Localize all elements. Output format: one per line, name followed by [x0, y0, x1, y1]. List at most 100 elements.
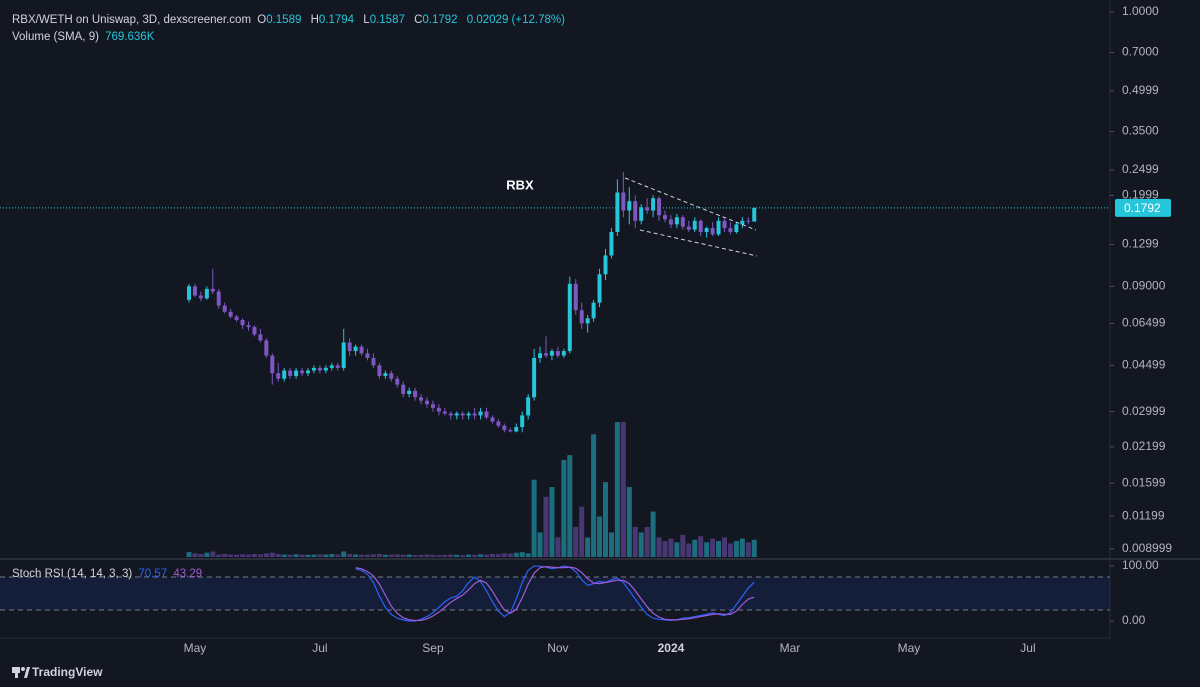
candle-body — [704, 228, 709, 232]
candle-body — [567, 283, 572, 352]
volume-bar — [632, 526, 638, 557]
volume-bar — [269, 552, 275, 557]
candle-body — [436, 407, 441, 412]
symbol-legend: RBX/WETH on Uniswap, 3D, dexscreener.com… — [12, 14, 571, 26]
candle-body — [347, 342, 352, 352]
candle-body — [549, 351, 554, 356]
volume-bar — [489, 553, 495, 557]
candle-body — [484, 411, 489, 418]
volume-bar — [668, 538, 674, 557]
candle-body — [460, 413, 465, 416]
volume-bar — [495, 554, 501, 557]
logo-part — [21, 667, 25, 671]
volume-bar — [436, 555, 442, 557]
volume-label: Volume (SMA, 9) — [12, 31, 99, 43]
candle-body — [526, 397, 531, 416]
volume-bar — [424, 554, 430, 557]
last-price-tag — [1115, 198, 1171, 217]
volume-bar — [359, 554, 365, 557]
volume-bar — [698, 536, 704, 557]
volume-bar — [722, 537, 727, 557]
change: 0.02029 (+12.78%) — [466, 14, 565, 26]
candle-body — [609, 231, 614, 256]
stoch-k-value: 70.57 — [138, 568, 168, 580]
volume-bar — [329, 553, 335, 557]
volume-bar — [585, 537, 591, 557]
last-price-label: 0.1792 — [1124, 201, 1161, 215]
volume-bar — [430, 554, 436, 557]
candle-body — [579, 310, 584, 324]
volume-bar — [591, 434, 597, 557]
volume-bar — [234, 554, 240, 557]
y-tick-label: 0.7000 — [1122, 45, 1159, 59]
volume-bar — [406, 554, 412, 557]
candle-body — [282, 370, 287, 379]
candle-body — [306, 370, 310, 374]
volume-bar — [341, 551, 347, 557]
volume-bar — [186, 552, 192, 557]
candle-body — [508, 430, 513, 432]
candle-body — [317, 367, 322, 371]
volume-bar — [484, 554, 489, 557]
volume-bar — [513, 552, 519, 557]
volume-bar — [745, 542, 751, 557]
volume-bar — [376, 553, 382, 557]
candle-body — [746, 220, 751, 222]
candle-body — [425, 400, 429, 405]
volume-bar — [293, 554, 299, 557]
candle-body — [264, 340, 269, 356]
candle-body — [639, 207, 644, 221]
y-tick-label: 0.02199 — [1122, 439, 1166, 453]
y-tick-label: 100.00 — [1122, 558, 1159, 572]
candle-body — [365, 353, 370, 358]
candle-body — [234, 316, 239, 320]
candle-body — [252, 326, 257, 335]
candle-body — [686, 226, 691, 230]
volume-bar — [251, 553, 257, 557]
candle-body — [502, 425, 507, 431]
volume-bar — [460, 555, 466, 557]
stoch-legend: Stoch RSI (14, 14, 3, 3) 70.57 43.29 — [12, 568, 205, 580]
candle-body — [288, 370, 293, 376]
volume-bar — [597, 516, 603, 557]
trendline-lower — [639, 229, 758, 257]
candle-body — [478, 411, 483, 416]
candle-body — [407, 390, 412, 394]
volume-bar — [287, 554, 293, 557]
volume-bar — [275, 553, 281, 557]
volume-legend: Volume (SMA, 9) 769.636K — [12, 31, 160, 43]
candle-body — [359, 346, 364, 354]
ohlc-key: H — [310, 14, 319, 26]
candle-body — [228, 311, 233, 317]
volume-bar — [686, 543, 692, 557]
candle-body — [591, 302, 596, 319]
candle-body — [454, 413, 459, 416]
candle-body — [716, 220, 721, 235]
stoch-title: Stoch RSI (14, 14, 3, 3) — [12, 568, 133, 580]
brand-name: TradingView — [32, 665, 103, 679]
volume-bar — [448, 554, 454, 557]
candle-body — [377, 365, 382, 376]
volume-bar — [246, 554, 251, 557]
candle-body — [555, 351, 560, 356]
volume-value: 769.636K — [105, 31, 155, 43]
candle-body — [728, 228, 733, 232]
candle-body — [692, 220, 697, 230]
candle-body — [419, 397, 424, 401]
candle-body — [544, 353, 548, 356]
volume-bar — [394, 554, 400, 557]
y-tick-label: 0.1999 — [1122, 188, 1159, 202]
volume-bar — [573, 526, 579, 557]
candle-body — [246, 325, 251, 327]
volume-bar — [281, 554, 287, 557]
ohlc-key: L — [363, 14, 370, 26]
volume-bar — [222, 553, 228, 557]
volume-bar — [579, 506, 585, 557]
ohlc-key: C — [414, 14, 423, 26]
stoch-d-value: 43.29 — [173, 568, 203, 580]
y-tick-label: 0.09000 — [1122, 279, 1166, 293]
candle-body — [413, 390, 418, 398]
volume-bar — [192, 553, 198, 557]
